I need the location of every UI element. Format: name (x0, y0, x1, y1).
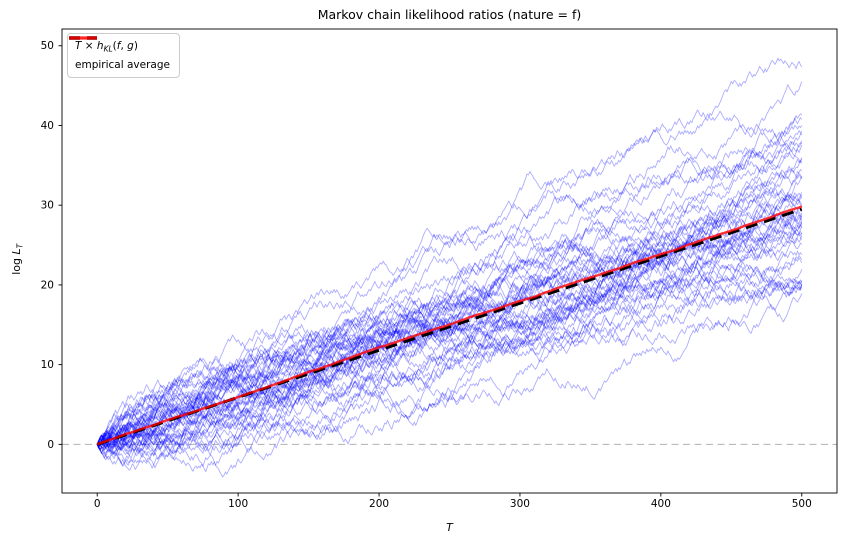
x-tick-label: 0 (94, 498, 101, 510)
label-fragment: f (116, 40, 121, 52)
likelihood-ratio-sample-path (96, 157, 803, 451)
likelihood-ratio-sample-path (96, 231, 803, 451)
legend-item-kl-line: T × hKL(f, g) (69, 36, 170, 54)
likelihood-ratio-sample-path (96, 211, 803, 459)
label-fragment: ) (133, 40, 138, 52)
likelihood-ratio-sample-path (96, 229, 803, 445)
likelihood-ratio-sample-path (96, 193, 803, 460)
likelihood-ratio-sample-path (96, 125, 803, 449)
axes-group: 0 100 200 300 400 500 0 10 20 30 40 50 (41, 28, 838, 510)
likelihood-ratio-sample-path (96, 130, 803, 448)
likelihood-ratio-sample-path (96, 255, 803, 478)
y-tick-label: 30 (41, 200, 54, 212)
x-tick-label: 400 (651, 498, 671, 510)
likelihood-ratio-sample-path (96, 151, 803, 452)
likelihood-ratio-sample-path (96, 176, 803, 452)
sample-paths-group (96, 57, 803, 478)
likelihood-ratio-sample-path (96, 279, 803, 457)
y-tick-label: 0 (47, 439, 54, 451)
likelihood-ratio-sample-path (96, 192, 803, 445)
likelihood-ratio-sample-path (96, 215, 803, 454)
x-axis-label: T (446, 521, 453, 534)
y-tick-label: 50 (41, 40, 54, 52)
likelihood-ratio-sample-path (96, 278, 803, 445)
likelihood-ratio-sample-path (96, 284, 803, 451)
label-fragment: log (9, 254, 23, 275)
likelihood-ratio-sample-path (96, 250, 803, 466)
likelihood-ratio-sample-path (96, 81, 803, 445)
likelihood-ratio-sample-path (96, 211, 803, 462)
x-tick-label: 500 (792, 498, 812, 510)
likelihood-ratio-sample-path (96, 289, 803, 445)
label-fragment: T (75, 40, 82, 52)
y-tick-label: 20 (41, 279, 54, 291)
label-fragment: empirical average (75, 58, 170, 71)
likelihood-ratio-sample-path (96, 158, 803, 445)
empirical-average-line (96, 205, 803, 446)
likelihood-ratio-sample-path (96, 140, 803, 448)
likelihood-ratio-sample-path (96, 231, 803, 451)
axes-frame (61, 28, 838, 494)
label-fragment: g (127, 40, 134, 52)
y-tick-label: 10 (41, 359, 54, 371)
label-fragment: h (96, 40, 104, 52)
likelihood-ratio-sample-path (96, 165, 803, 451)
main-lines-group (96, 205, 803, 446)
label-fragment: × (81, 40, 97, 52)
likelihood-ratio-sample-path (96, 130, 803, 447)
likelihood-ratio-sample-path (96, 193, 803, 445)
legend-item-kl-label: T × hKL(f, g) (75, 40, 138, 54)
likelihood-ratio-sample-path (96, 117, 803, 455)
likelihood-ratio-sample-path (96, 189, 803, 448)
likelihood-ratio-sample-path (96, 144, 803, 445)
label-fragment: ( (112, 40, 117, 52)
label-fragment: , (120, 40, 128, 52)
likelihood-ratio-sample-path (96, 240, 803, 445)
likelihood-ratio-sample-path (96, 57, 803, 450)
legend-item-average: empirical average (69, 36, 170, 71)
likelihood-ratio-sample-path (96, 169, 803, 449)
legend: T × hKL(f, g) empirical average (67, 33, 180, 78)
likelihood-ratio-sample-path (96, 268, 803, 471)
y-tick-label: 40 (41, 120, 54, 132)
likelihood-ratio-sample-path (96, 255, 803, 464)
legend-solid-line-sample (69, 36, 97, 40)
likelihood-ratio-sample-path (96, 264, 803, 459)
y-axis-label: log LT (10, 159, 25, 359)
label-fragment: T (15, 243, 25, 249)
likelihood-ratio-sample-path (96, 169, 803, 445)
chart-title: Markov chain likelihood ratios (nature =… (317, 7, 582, 22)
label-fragment: L (9, 248, 23, 255)
likelihood-ratio-sample-path (96, 213, 803, 452)
x-tick-label: 200 (369, 498, 389, 510)
likelihood-ratio-sample-path (96, 113, 803, 445)
likelihood-ratio-sample-path (96, 266, 803, 449)
likelihood-ratio-sample-path (96, 194, 803, 445)
label-fragment: KL (103, 44, 113, 54)
likelihood-ratio-sample-path (96, 223, 803, 449)
x-tick-label: 300 (510, 498, 530, 510)
x-tick-label: 100 (228, 498, 248, 510)
legend-item-average-label: empirical average (75, 59, 170, 71)
